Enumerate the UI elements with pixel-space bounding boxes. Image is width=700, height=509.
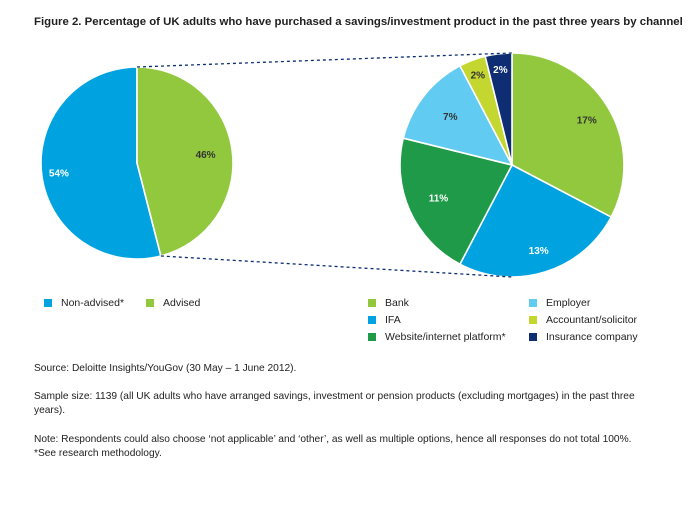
legend-item-website: Website/internet platform* <box>368 331 506 343</box>
legend-swatch <box>368 316 376 324</box>
legend-item-advised: Advised <box>146 297 200 309</box>
chart-title: Figure 2. Percentage of UK adults who ha… <box>34 16 683 28</box>
pie-data-label: 2% <box>471 70 486 81</box>
legend-item-non-advised: Non-advised* <box>44 297 124 309</box>
legend-item-bank: Bank <box>368 297 409 309</box>
legend-swatch <box>146 299 154 307</box>
methodology-note: *See research methodology. <box>34 447 162 459</box>
legend-item-accountant: Accountant/solicitor <box>529 314 637 326</box>
pie-slice-advised <box>136 66 234 257</box>
legend-label: Bank <box>385 297 409 309</box>
pie-data-label: 17% <box>577 115 597 126</box>
notes: Source: Deloitte Insights/YouGov (30 May… <box>34 362 654 376</box>
legend-swatch <box>368 333 376 341</box>
legend-item-employer: Employer <box>529 297 590 309</box>
sample-note-block: Sample size: 1139 (all UK adults who hav… <box>34 390 654 417</box>
pie-data-label: 46% <box>196 150 216 161</box>
legend-swatch <box>529 316 537 324</box>
pie-slice-employer <box>402 64 514 167</box>
legend-label: Insurance company <box>546 331 638 343</box>
source-note: Source: Deloitte Insights/YouGov (30 May… <box>34 363 297 374</box>
legend-label: Website/internet platform* <box>385 331 506 343</box>
legend-item-insurance: Insurance company <box>529 331 638 343</box>
legend-label: Accountant/solicitor <box>546 314 638 326</box>
pie-slice-website-internet-platform <box>399 137 514 266</box>
legend-label: Advised <box>163 297 201 309</box>
legend-swatch <box>529 333 537 341</box>
respondents-note: Note: Respondents could also choose ‘not… <box>34 434 632 445</box>
legend-swatch <box>368 299 376 307</box>
pie-data-label: 13% <box>529 246 549 257</box>
pie-data-label: 7% <box>443 112 458 123</box>
connector-line-bottom <box>160 255 513 278</box>
pie-data-label: 11% <box>429 194 449 205</box>
pie-slice-bank <box>511 52 625 219</box>
legend-item-ifa: IFA <box>368 314 401 326</box>
legend-label: Non-advised* <box>61 297 125 309</box>
connector-line-top <box>136 52 513 68</box>
legend-label: IFA <box>385 314 401 326</box>
pie-slice-non-advised <box>40 66 162 260</box>
legend-swatch <box>44 299 52 307</box>
pie-charts: 54% 46% 17% 13% 11% 7% 2% 2% <box>40 52 625 278</box>
pie-data-label: 2% <box>493 65 508 76</box>
sample-note: Sample size: 1139 (all UK adults who hav… <box>34 391 635 416</box>
footnote-block: Note: Respondents could also choose ‘not… <box>34 433 684 460</box>
legend-label: Employer <box>546 297 591 309</box>
legend-swatch <box>529 299 537 307</box>
pie-data-label: 54% <box>49 168 69 179</box>
